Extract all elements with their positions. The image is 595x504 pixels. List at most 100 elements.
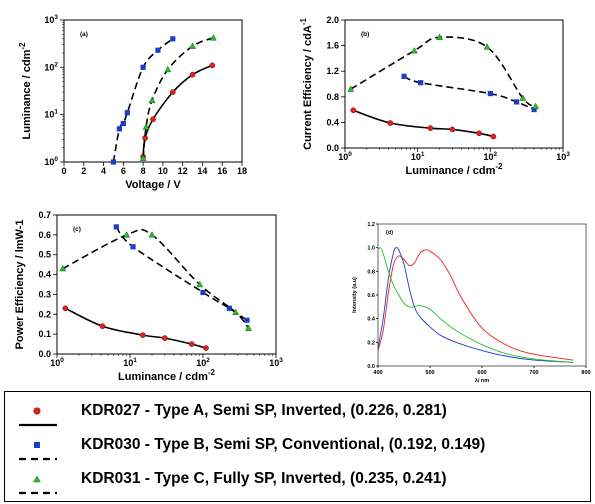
chart-b-x-axis-label: Luminance / cdm-2 (406, 162, 503, 177)
chart-c-y-tick-label: 0.7 (38, 210, 51, 220)
chart-a-series-KDR030-point (124, 110, 130, 116)
chart-b-series-KDR027-point (350, 107, 357, 114)
chart-a-x-tick-label: 0 (61, 166, 66, 176)
chart-b-series-KDR031-point (410, 46, 418, 54)
chart-b-x-tick-label: 103 (556, 151, 570, 162)
chart-b-series-KDR027-point (476, 130, 482, 137)
chart-d-y-tick-label: 0.8 (367, 269, 375, 275)
chart-c-series-KDR027-point (62, 305, 69, 312)
chart-b-series-KDR027-point (427, 125, 434, 132)
chart-b-y-tick-label: 1.2 (326, 66, 339, 76)
chart-a-y-tick-label: 101 (44, 109, 58, 120)
chart-a-series-KDR031-point (209, 34, 217, 41)
chart-d-y-tick-label: 1.2 (367, 222, 375, 228)
legend-entry-1-label: KDR027 - Type A, Semi SP, Inverted, (0.2… (81, 402, 447, 419)
chart-b: 100 101 102 103 0.0 0.4 0.8 1.2 1.6 2.0 (b) Luminan… (299, 15, 570, 177)
chart-d-series-KDR030-line (377, 247, 574, 363)
chart-c-series-KDR027-point (99, 323, 106, 330)
chart-a-series-KDR030-point (140, 64, 146, 70)
chart-a-series-KDR027-point (189, 71, 196, 78)
chart-a-x-tick-label: 18 (237, 166, 247, 176)
chart-d-y-tick-label: 0.2 (367, 340, 375, 346)
chart-a-series-KDR030-point (170, 36, 176, 42)
chart-b-y-tick-label: 0.0 (326, 143, 339, 153)
chart-c-series-KDR030-point (113, 224, 119, 230)
chart-a-series-KDR030-point (155, 47, 161, 53)
chart-c-series-KDR031-point (123, 231, 131, 238)
chart-a-y-tick-label: 103 (44, 14, 58, 25)
chart-c-series-KDR031-point (59, 264, 67, 272)
chart-c-series-KDR031-point (232, 308, 240, 315)
chart-b-x-tick-label: 102 (484, 151, 498, 162)
chart-b-y-axis-label: Current Efficiency / cdA-1 (299, 18, 314, 150)
chart-a-y-tick-label: 100 (44, 156, 58, 167)
chart-d-panel-label: (d) (386, 230, 393, 236)
chart-a-y-tick-label: 102 (44, 61, 58, 72)
chart-c-series-KDR030-point (200, 289, 206, 296)
chart-b-y-tick-label: 0.8 (326, 92, 339, 102)
legend-entry-3-marker (33, 475, 41, 483)
chart-b-x-tick-label: 101 (411, 151, 425, 162)
chart-c: 100 101 102 103 0.0 0.1 0.2 0.3 0.4 0.5 0.6 0.7 (c) L… (14, 210, 283, 383)
chart-a-plot-frame (63, 19, 243, 163)
chart-c-y-tick-label: 0.1 (38, 329, 51, 339)
chart-c-series-KDR027-point (161, 335, 168, 341)
chart-b-series-KDR027-point (387, 120, 394, 126)
chart-b-y-tick-label: 2.0 (326, 15, 339, 25)
chart-d-y-tick-label: 0.0 (367, 364, 375, 370)
chart-d-x-tick-label: 500 (425, 370, 434, 376)
chart-c-x-tick-label: 103 (269, 357, 283, 368)
chart-b-x-tick-label: 100 (338, 151, 352, 162)
chart-a-x-tick-label: 14 (197, 166, 207, 176)
chart-b-plot-frame (344, 19, 564, 149)
chart-a-series-KDR031-point (139, 154, 147, 161)
chart-a-series-KDR031-point (142, 123, 150, 130)
chart-b-series-KDR030-point (487, 91, 493, 97)
chart-a-series-KDR031-point (189, 42, 196, 49)
chart-c-x-axis-label: Luminance / cdm-2 (118, 368, 215, 383)
chart-b-series-KDR030-point (514, 99, 520, 105)
chart-b-series-KDR031-point (532, 102, 540, 110)
legend-swatches (19, 407, 57, 495)
chart-a-series-KDR027-point (209, 62, 216, 69)
chart-b-series-KDR027-point (449, 126, 456, 133)
chart-b-series-KDR030-line (403, 75, 535, 111)
chart-c-series-KDR031-line (62, 228, 250, 329)
chart-d: 400 500 600 700 800 0.0 0.2 0.4 0.6 0.8 1.0 1.2 (d) λ… (352, 222, 591, 384)
legend-entry-3-label: KDR031 - Type C, Fully SP, Inverted, (0.… (81, 470, 447, 487)
chart-a-x-tick-label: 6 (121, 166, 126, 176)
chart-c-series-KDR027-point (140, 332, 146, 338)
chart-b-series-KDR027-point (490, 133, 497, 140)
chart-a: 0 2 4 6 8 10 12 14 16 18 100 101 102 103 (a) Voltage / … (18, 14, 247, 191)
chart-c-y-tick-label: 0.0 (38, 349, 51, 359)
chart-d-x-axis-label: λ/ nm (475, 378, 489, 384)
chart-a-series-KDR031-line (142, 37, 214, 159)
legend-entry-2-marker (34, 442, 40, 448)
chart-c-plot-frame (56, 214, 277, 355)
chart-c-y-tick-label: 0.6 (38, 230, 51, 240)
chart-d-x-tick-label: 600 (477, 370, 486, 376)
chart-d-y-tick-label: 0.6 (367, 293, 375, 299)
chart-a-series-KDR027-point (169, 89, 176, 95)
chart-a-series-KDR031-point (164, 65, 172, 73)
chart-c-y-tick-label: 0.5 (38, 250, 51, 260)
chart-b-series-KDR030-point (418, 80, 424, 86)
chart-a-series-KDR030-point (120, 120, 126, 127)
chart-b-series-KDR031-line (350, 36, 537, 108)
chart-a-x-axis-label: Voltage / V (125, 179, 181, 191)
chart-a-series-KDR027-point (150, 116, 156, 123)
chart-c-y-tick-label: 0.4 (38, 270, 51, 280)
chart-b-y-tick-label: 1.6 (326, 41, 339, 51)
chart-a-x-tick-label: 2 (81, 166, 86, 176)
chart-a-series-KDR031-point (148, 96, 156, 104)
chart-c-x-tick-label: 100 (50, 357, 64, 368)
chart-b-y-tick-label: 0.4 (326, 117, 339, 127)
chart-a-series-KDR027-line (142, 64, 213, 157)
chart-a-x-tick-label: 12 (178, 166, 188, 176)
chart-c-series-KDR030-point (130, 244, 136, 250)
chart-a-x-tick-label: 16 (217, 166, 227, 176)
chart-a-series-KDR030-point (116, 126, 122, 132)
chart-a-x-tick-label: 8 (141, 166, 146, 176)
chart-b-series-KDR030-point (531, 107, 537, 113)
